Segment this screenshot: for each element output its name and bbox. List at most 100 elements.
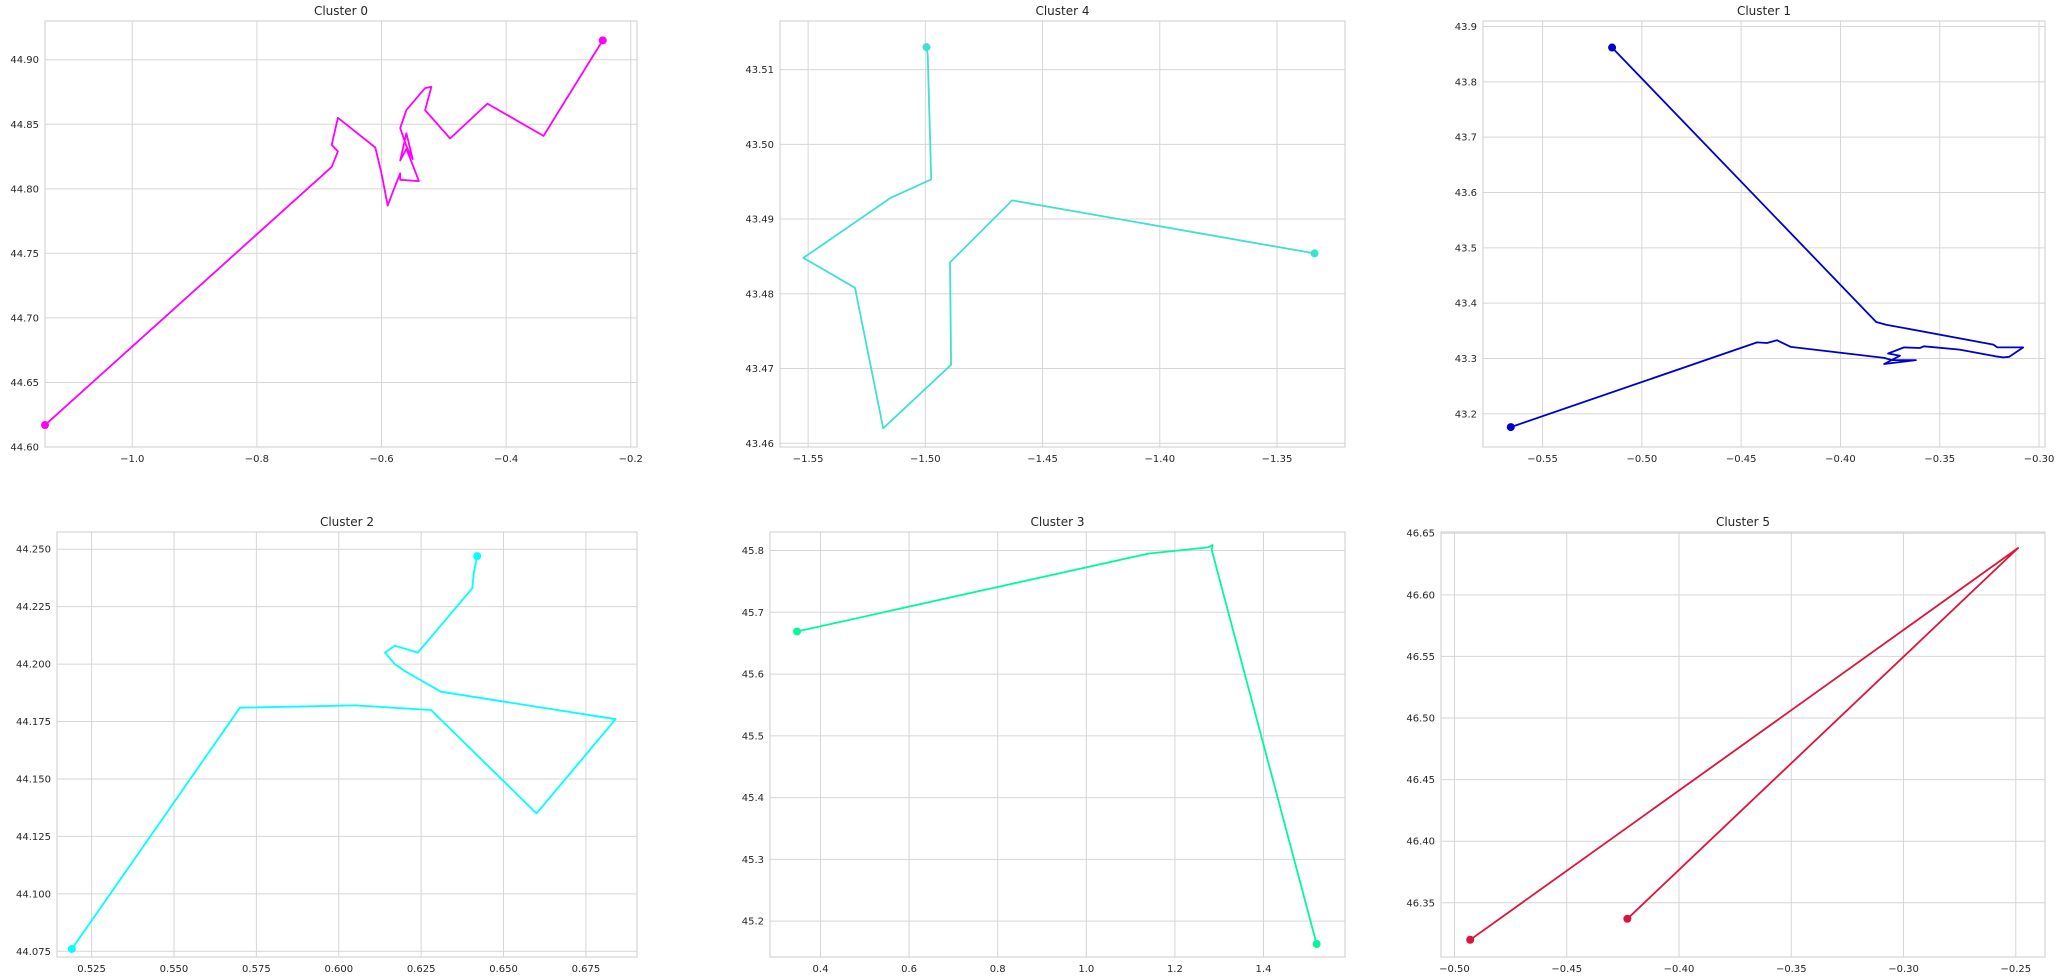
plot-area [1483, 21, 2045, 447]
y-tick-label: 46.65 [1406, 529, 1435, 540]
end-point-marker [1312, 940, 1321, 949]
x-tick-label: 0.600 [324, 964, 353, 975]
y-tick-label: 45.3 [742, 855, 764, 866]
y-tick-label: 45.2 [742, 917, 764, 928]
y-tick-label: 44.225 [16, 602, 51, 613]
y-tick-label: 44.150 [16, 774, 51, 785]
x-tick-label: −0.30 [1888, 964, 1919, 975]
y-tick-label: 43.46 [745, 439, 774, 450]
plot-frame [1440, 531, 2046, 958]
x-tick-label: 1.2 [1167, 964, 1183, 975]
y-tick-label: 43.51 [745, 65, 774, 76]
x-tick-label: −0.50 [1439, 964, 1470, 975]
y-tick-label: 45.7 [742, 608, 764, 619]
x-tick-label: 0.6 [901, 964, 917, 975]
y-tick-label: 44.85 [10, 120, 39, 131]
y-tick-label: 43.9 [1455, 22, 1477, 33]
x-tick-label: 0.525 [77, 964, 106, 975]
plot-frame [1482, 20, 2046, 448]
x-tick-label: 0.8 [990, 964, 1006, 975]
x-tick-label: −0.55 [1527, 454, 1558, 465]
x-tick-label: −0.25 [2000, 964, 2031, 975]
plot-frame [56, 531, 638, 958]
end-point-marker [1506, 423, 1515, 432]
y-tick-label: 43.3 [1455, 354, 1477, 365]
chart-title: Cluster 4 [1035, 4, 1089, 18]
x-tick-label: −0.4 [494, 454, 518, 465]
chart-title: Cluster 3 [1030, 515, 1084, 529]
y-tick-label: 43.6 [1455, 188, 1477, 199]
x-tick-label: −0.2 [619, 454, 643, 465]
x-tick-label: −1.0 [120, 454, 144, 465]
x-tick-label: −1.50 [910, 454, 941, 465]
start-point-marker [1623, 914, 1632, 923]
x-tick-label: 0.550 [160, 964, 189, 975]
chart-title: Cluster 2 [320, 515, 374, 529]
x-tick-label: 0.625 [407, 964, 436, 975]
trajectory-line [70, 555, 617, 950]
y-tick-label: 43.5 [1455, 243, 1477, 254]
plot-frame [779, 20, 1346, 448]
y-tick-label: 44.80 [10, 184, 39, 195]
x-tick-label: 0.575 [242, 964, 271, 975]
y-tick-label: 43.49 [745, 215, 774, 226]
y-tick-label: 43.8 [1455, 77, 1477, 88]
y-tick-label: 44.90 [10, 55, 39, 66]
end-point-marker [598, 36, 607, 45]
y-tick-label: 44.200 [16, 660, 51, 671]
plot-area [780, 21, 1345, 447]
x-tick-label: −0.40 [1825, 454, 1856, 465]
chart-title: Cluster 0 [314, 4, 368, 18]
y-tick-label: 44.125 [16, 832, 51, 843]
y-tick-label: 43.4 [1455, 299, 1477, 310]
y-tick-label: 46.35 [1406, 898, 1435, 909]
y-tick-label: 46.50 [1406, 714, 1435, 725]
y-tick-label: 44.75 [10, 249, 39, 260]
x-tick-label: −1.45 [1027, 454, 1058, 465]
trajectory-line [796, 544, 1318, 945]
plot-frame [44, 20, 638, 448]
start-point-marker [1608, 43, 1617, 52]
y-tick-label: 45.4 [742, 793, 764, 804]
plot-area [57, 532, 637, 957]
y-tick-label: 43.48 [745, 289, 774, 300]
cluster-panel-5: 0.4 0.6 0.8 1.0 1.2 1.4 45.2 45.3 45.4 45.5 45.6 45… [742, 515, 1346, 975]
start-point-marker [793, 627, 802, 636]
y-tick-label: 46.55 [1406, 652, 1435, 663]
y-tick-label: 43.50 [745, 140, 774, 151]
cluster-panel-4: 0.525 0.550 0.575 0.600 0.625 0.650 0.675 44.07… [16, 515, 638, 975]
y-tick-label: 43.7 [1455, 133, 1477, 144]
x-tick-label: −0.40 [1664, 964, 1695, 975]
plot-area [770, 532, 1345, 957]
y-tick-label: 45.6 [742, 670, 764, 681]
y-tick-label: 46.40 [1406, 837, 1435, 848]
x-tick-label: 0.650 [489, 964, 518, 975]
cluster-panel-2: −1.55 −1.50 −1.45 −1.40 −1.35 43.46 43.47 43.48… [745, 4, 1346, 465]
x-tick-label: −0.45 [1726, 454, 1757, 465]
y-tick-label: 44.65 [10, 378, 39, 389]
y-tick-label: 43.2 [1455, 409, 1477, 420]
x-tick-label: −1.35 [1262, 454, 1293, 465]
start-point-marker [473, 552, 482, 561]
trajectory-line [44, 39, 604, 427]
x-tick-label: −0.35 [1924, 454, 1955, 465]
y-tick-label: 44.250 [16, 545, 51, 556]
trajectory-line [1509, 46, 2025, 429]
x-tick-label: −1.55 [793, 454, 824, 465]
y-tick-label: 44.175 [16, 717, 51, 728]
cluster-panel-3: −0.55 −0.50 −0.45 −0.40 −0.35 −0.30 43.2 43.3 43… [1455, 4, 2055, 465]
x-tick-label: −0.50 [1627, 454, 1658, 465]
y-tick-label: 45.5 [742, 731, 764, 742]
x-tick-label: 0.4 [813, 964, 829, 975]
chart-title: Cluster 1 [1737, 4, 1791, 18]
plot-area [45, 21, 637, 447]
plot-frame [769, 531, 1346, 958]
x-tick-label: 1.0 [1078, 964, 1094, 975]
y-tick-label: 46.45 [1406, 775, 1435, 786]
x-tick-label: −0.8 [245, 454, 269, 465]
end-point-marker [1466, 935, 1475, 944]
start-point-marker [922, 43, 931, 52]
x-tick-label: −0.35 [1776, 964, 1807, 975]
y-tick-label: 44.075 [16, 947, 51, 958]
